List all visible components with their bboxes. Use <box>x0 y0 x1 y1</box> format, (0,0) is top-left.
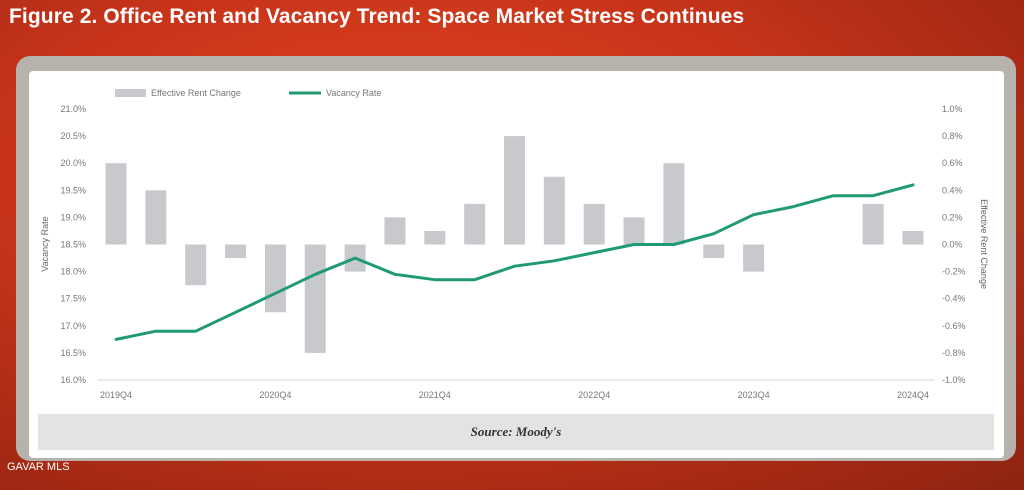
right-tick-label: -0.8% <box>942 348 966 358</box>
left-tick-label: 21.0% <box>60 104 86 114</box>
legend-swatch-rent <box>115 89 146 97</box>
rent-bar <box>225 244 247 259</box>
x-tick-label: 2019Q4 <box>100 390 132 400</box>
rent-bar <box>185 244 207 286</box>
rent-bar <box>902 230 924 245</box>
rent-bar <box>264 244 286 313</box>
x-tick-label: 2022Q4 <box>578 390 610 400</box>
rent-bar <box>862 203 884 245</box>
legend-label-rent: Effective Rent Change <box>151 88 241 98</box>
x-tick-label: 2021Q4 <box>419 390 451 400</box>
vacancy-rate-line <box>114 183 915 341</box>
left-tick-label: 19.5% <box>60 185 86 195</box>
rent-bar <box>543 176 565 245</box>
left-axis-ticks: 16.0% 16.5% 17.0% 17.5% 18.0% 18.5% 19.0% 19.5%… <box>60 104 86 385</box>
left-tick-label: 16.0% <box>60 375 86 385</box>
left-tick-label: 20.0% <box>60 158 86 168</box>
right-tick-label: 0.0% <box>942 240 963 250</box>
source-bar: Source: Moody's <box>38 414 994 450</box>
left-tick-label: 16.5% <box>60 348 86 358</box>
rent-bar <box>384 217 406 245</box>
left-tick-label: 17.5% <box>60 294 86 304</box>
source-text: Source: Moody's <box>470 424 562 439</box>
right-tick-label: 0.6% <box>942 158 963 168</box>
rent-bar <box>743 244 765 272</box>
x-tick-label: 2020Q4 <box>259 390 291 400</box>
rent-bar <box>304 244 326 353</box>
right-tick-label: -1.0% <box>942 375 966 385</box>
right-axis-ticks: -1.0% -0.8% -0.6% -0.4% -0.2% 0.0% 0.2% 0.4% 0.6… <box>942 104 966 385</box>
left-axis-title: Vacancy Rate <box>40 216 50 271</box>
rent-bar <box>424 230 446 245</box>
rent-bars <box>105 136 924 353</box>
x-tick-label: 2024Q4 <box>897 390 929 400</box>
x-tick-label: 2023Q4 <box>738 390 770 400</box>
right-tick-label: -0.2% <box>942 267 966 277</box>
right-tick-label: 0.2% <box>942 212 963 222</box>
left-tick-label: 20.5% <box>60 131 86 141</box>
right-tick-label: 0.8% <box>942 131 963 141</box>
right-tick-label: -0.4% <box>942 294 966 304</box>
figure-title: Figure 2. Office Rent and Vacancy Trend:… <box>9 5 745 28</box>
rent-bar <box>663 163 685 245</box>
legend: Effective Rent Change Vacancy Rate <box>115 88 381 98</box>
right-tick-label: -0.6% <box>942 321 966 331</box>
rent-bar <box>464 203 486 245</box>
left-tick-label: 17.0% <box>60 321 86 331</box>
rent-bar <box>623 217 645 245</box>
left-tick-label: 19.0% <box>60 212 86 222</box>
rent-bar <box>504 136 525 245</box>
rent-bar <box>583 203 605 245</box>
rent-bar <box>703 244 725 259</box>
right-axis-title: Effective Rent Change <box>979 199 989 289</box>
right-tick-label: 1.0% <box>942 104 963 114</box>
watermark: GAVAR MLS <box>7 461 70 473</box>
rent-bar <box>105 163 127 245</box>
right-tick-label: 0.4% <box>942 185 963 195</box>
x-axis-ticks: 2019Q4 2020Q4 2021Q4 2022Q4 2023Q4 2024Q4 <box>100 390 929 400</box>
rent-bar <box>145 190 167 245</box>
left-tick-label: 18.0% <box>60 267 86 277</box>
legend-label-vacancy: Vacancy Rate <box>326 88 381 98</box>
left-tick-label: 18.5% <box>60 240 86 250</box>
